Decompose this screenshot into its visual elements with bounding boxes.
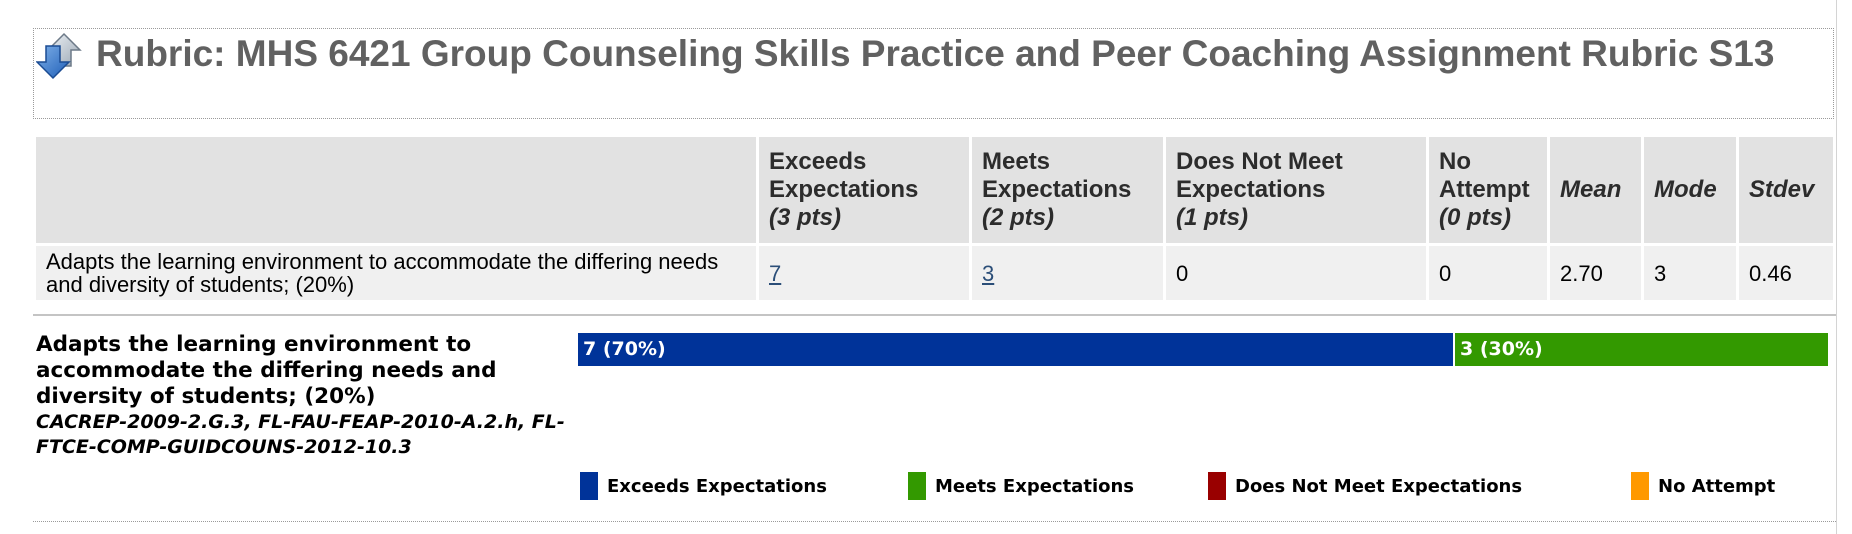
header-meets: Meets Expectations (2 pts)	[972, 137, 1163, 243]
does-not-meet-count-cell: 0	[1166, 246, 1426, 300]
meets-count-cell: 3	[972, 246, 1163, 300]
bar-segment-meets: 3 (30%)	[1453, 333, 1828, 366]
criterion-title: Adapts the learning environment to accom…	[36, 332, 497, 409]
window-right-border	[1836, 0, 1837, 534]
bottom-divider	[33, 521, 1836, 522]
rubric-arrows-icon	[36, 32, 82, 80]
legend-swatch-exceeds	[580, 472, 598, 500]
legend-meets: Meets Expectations	[908, 472, 1134, 500]
header-stdev: Stdev	[1739, 137, 1833, 243]
legend-label-does-not-meet: Does Not Meet Expectations	[1235, 475, 1523, 497]
mode-cell: 3	[1644, 246, 1736, 300]
legend-no-attempt: No Attempt	[1631, 472, 1775, 500]
meets-count-link[interactable]: 3	[982, 260, 995, 286]
table-header-row: Exceeds Expectations (3 pts) Meets Expectat…	[36, 137, 1833, 243]
legend-exceeds: Exceeds Expectations	[580, 472, 827, 500]
header-mean: Mean	[1550, 137, 1641, 243]
no-attempt-count-cell: 0	[1429, 246, 1547, 300]
exceeds-count-cell: 7	[759, 246, 969, 300]
legend-does-not-meet: Does Not Meet Expectations	[1208, 472, 1522, 500]
legend-label-exceeds: Exceeds Expectations	[607, 475, 827, 497]
header-mode: Mode	[1644, 137, 1736, 243]
header-exceeds: Exceeds Expectations (3 pts)	[759, 137, 969, 243]
distribution-bar: 7 (70%) 3 (30%)	[578, 333, 1828, 366]
legend-swatch-no-attempt	[1631, 472, 1649, 500]
criterion-standards: CACREP-2009-2.G.3, FL-FAU-FEAP-2010-A.2.…	[36, 411, 565, 458]
header-does-not-meet: Does Not Meet Expectations (1 pts)	[1166, 137, 1426, 243]
rubric-summary-table: Exceeds Expectations (3 pts) Meets Expectat…	[33, 134, 1836, 303]
exceeds-count-link[interactable]: 7	[769, 260, 782, 286]
mean-cell: 2.70	[1550, 246, 1641, 300]
title-box	[33, 28, 1834, 119]
table-row: Adapts the learning environment to accom…	[36, 246, 1833, 300]
legend-swatch-meets	[908, 472, 926, 500]
header-criterion	[36, 137, 756, 243]
stdev-cell: 0.46	[1739, 246, 1833, 300]
criterion-cell: Adapts the learning environment to accom…	[36, 246, 756, 300]
section-divider	[33, 314, 1836, 316]
header-no-attempt: No Attempt (0 pts)	[1429, 137, 1547, 243]
legend-swatch-does-not-meet	[1208, 472, 1226, 500]
page-title: Rubric: MHS 6421 Group Counseling Skills…	[96, 33, 1775, 74]
legend-label-no-attempt: No Attempt	[1658, 475, 1776, 497]
legend-label-meets: Meets Expectations	[935, 475, 1135, 497]
bar-segment-exceeds: 7 (70%)	[578, 333, 1453, 366]
